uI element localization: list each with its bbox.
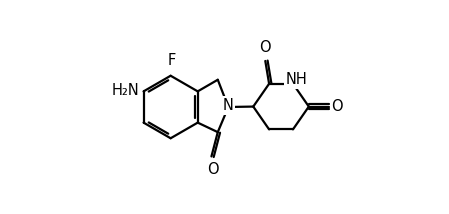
Text: O: O — [260, 40, 271, 55]
Text: NH: NH — [286, 72, 308, 87]
Text: F: F — [167, 53, 176, 68]
Text: O: O — [207, 162, 218, 177]
Text: O: O — [331, 99, 343, 114]
Text: H₂N: H₂N — [112, 83, 140, 98]
Text: N: N — [222, 98, 233, 113]
